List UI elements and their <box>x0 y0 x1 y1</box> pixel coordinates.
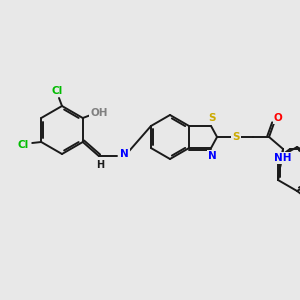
Text: NH: NH <box>274 153 292 163</box>
Text: OH: OH <box>90 108 107 118</box>
Text: Cl: Cl <box>51 86 63 96</box>
Text: N: N <box>208 151 216 161</box>
Text: H: H <box>96 160 104 170</box>
Text: S: S <box>208 113 216 123</box>
Text: O: O <box>274 113 282 123</box>
Text: Cl: Cl <box>18 140 29 150</box>
Text: N: N <box>120 149 129 159</box>
Text: S: S <box>232 132 240 142</box>
